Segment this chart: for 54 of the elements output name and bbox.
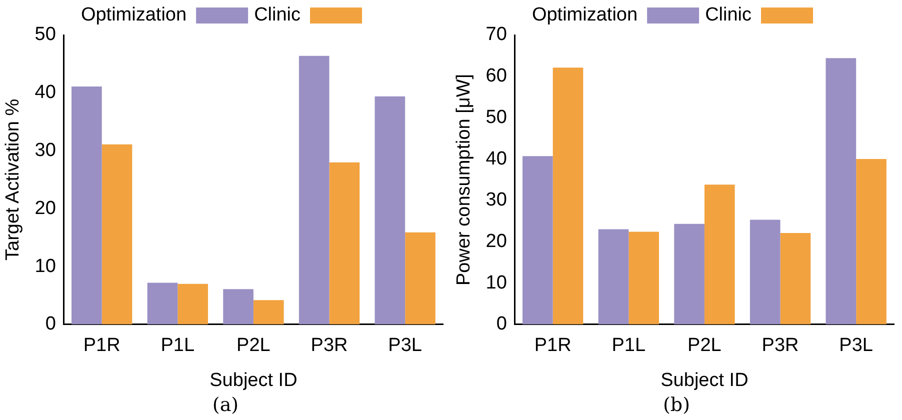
bar bbox=[405, 232, 436, 324]
text: (b) bbox=[662, 394, 691, 416]
text: (a) bbox=[211, 394, 240, 416]
y-axis-title: Target Activation % bbox=[2, 98, 24, 260]
bar bbox=[223, 289, 254, 324]
bar bbox=[750, 220, 780, 324]
x-tick-label: P1R bbox=[534, 335, 572, 356]
bar bbox=[552, 68, 584, 324]
y-tick-label: 20 bbox=[486, 230, 507, 252]
x-tick-label: P1L bbox=[612, 335, 646, 356]
y-axis-title: Power consumption [μW] bbox=[454, 74, 475, 286]
x-tick-label: P3R bbox=[310, 335, 348, 356]
y-tick-label: 30 bbox=[34, 140, 56, 161]
bar bbox=[374, 96, 406, 324]
y-tick-label: 0 bbox=[45, 314, 56, 335]
bar bbox=[522, 156, 553, 324]
bar bbox=[826, 58, 856, 324]
legend-label: Clinic bbox=[705, 4, 752, 26]
x-tick-label: P1R bbox=[83, 335, 120, 356]
bar bbox=[674, 224, 704, 324]
bar bbox=[72, 86, 102, 324]
bar bbox=[780, 233, 811, 324]
y-tick-label: 10 bbox=[486, 272, 507, 294]
bar bbox=[598, 229, 629, 324]
bar bbox=[329, 162, 360, 324]
x-tick-label: P1L bbox=[160, 335, 195, 356]
y-tick-label: 10 bbox=[34, 256, 56, 277]
y-tick-label: 40 bbox=[34, 82, 56, 104]
y-tick-label: 70 bbox=[486, 24, 507, 46]
y-tick-label: 0 bbox=[496, 314, 507, 335]
x-tick-label: P2L bbox=[688, 335, 722, 356]
x-axis-title: Subject ID bbox=[210, 370, 298, 391]
legend-label: Optimization bbox=[80, 4, 187, 26]
bar bbox=[628, 232, 659, 324]
legend-label: Optimization bbox=[532, 4, 638, 26]
y-tick-label: 30 bbox=[486, 190, 507, 211]
legend-label: Clinic bbox=[254, 4, 301, 26]
bar bbox=[102, 144, 132, 324]
bar bbox=[298, 56, 330, 324]
x-tick-label: P3R bbox=[762, 335, 799, 356]
x-tick-label: P3L bbox=[839, 335, 873, 356]
bar bbox=[856, 159, 886, 324]
bar bbox=[253, 300, 284, 324]
x-axis-title: Subject ID bbox=[660, 370, 748, 391]
y-tick-label: 40 bbox=[486, 148, 507, 170]
y-tick-label: 60 bbox=[486, 66, 507, 87]
bar bbox=[178, 284, 208, 324]
y-tick-label: 50 bbox=[486, 106, 507, 128]
x-tick-label: P3L bbox=[388, 335, 422, 356]
bar bbox=[704, 184, 735, 324]
x-tick-label: P2L bbox=[236, 335, 270, 356]
y-tick-label: 20 bbox=[34, 198, 56, 219]
bar bbox=[147, 282, 178, 324]
y-tick-label: 50 bbox=[34, 24, 56, 46]
